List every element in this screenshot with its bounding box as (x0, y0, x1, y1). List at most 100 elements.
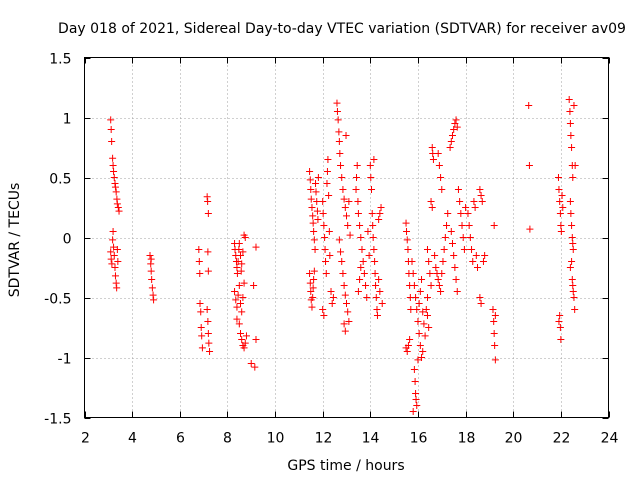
data-point (423, 312, 431, 319)
x-tick-label: 24 (601, 431, 619, 447)
data-point (196, 270, 204, 277)
data-point (343, 300, 350, 307)
data-point (419, 308, 427, 316)
data-point (413, 402, 421, 409)
data-point (425, 258, 433, 265)
data-point (107, 116, 115, 124)
data-point (204, 267, 212, 275)
data-point (426, 270, 434, 277)
data-point (450, 126, 458, 133)
data-point (356, 276, 364, 283)
data-point (109, 228, 117, 235)
data-point (237, 267, 245, 275)
data-point (443, 222, 451, 229)
data-point (234, 291, 242, 299)
data-point (335, 128, 343, 136)
data-point (314, 216, 322, 223)
data-point (447, 138, 455, 145)
data-point (241, 234, 249, 241)
data-point (429, 156, 437, 163)
data-point (306, 279, 314, 287)
data-point (233, 315, 241, 323)
data-point (468, 246, 476, 253)
data-point (570, 294, 578, 301)
data-point (441, 234, 449, 241)
data-point (310, 276, 318, 283)
data-point (407, 306, 415, 313)
points-layer (107, 96, 579, 415)
data-point (428, 204, 436, 211)
x-tick-label: 16 (410, 431, 428, 447)
data-point (403, 348, 411, 355)
y-tick-label: 0 (63, 232, 72, 248)
x-tick-label: 6 (176, 431, 185, 447)
data-point (458, 222, 466, 229)
data-point (198, 332, 206, 340)
data-point (491, 342, 499, 349)
data-point (421, 332, 429, 340)
data-point (336, 150, 344, 157)
data-point (319, 210, 327, 217)
x-tick-label: 10 (267, 431, 285, 447)
data-point (403, 228, 411, 235)
data-point (204, 318, 212, 325)
data-point (341, 291, 349, 299)
x-tick-label: 12 (315, 431, 333, 447)
data-point (416, 342, 424, 349)
data-point (337, 162, 345, 169)
data-point (569, 174, 577, 181)
data-point (435, 282, 443, 289)
data-point (377, 204, 385, 211)
data-point (323, 168, 331, 175)
data-point (109, 162, 117, 169)
data-point (366, 162, 374, 169)
data-point (113, 246, 121, 253)
data-point (113, 284, 121, 292)
data-point (333, 99, 341, 107)
data-point (344, 308, 352, 316)
data-point (447, 228, 455, 235)
data-point (110, 174, 118, 181)
data-point (113, 200, 121, 208)
data-point (556, 312, 564, 319)
data-point (306, 270, 314, 277)
data-point (557, 228, 565, 235)
data-point (566, 108, 574, 115)
data-point (438, 270, 446, 277)
data-point (309, 219, 317, 227)
data-point (238, 308, 246, 316)
data-point (410, 282, 418, 289)
data-point (556, 324, 564, 331)
data-point (341, 204, 349, 211)
data-point (476, 294, 484, 301)
data-point (419, 348, 427, 355)
data-point (233, 270, 241, 277)
data-point (469, 258, 477, 265)
data-point (150, 296, 158, 304)
data-point (313, 198, 321, 205)
data-point (434, 150, 442, 157)
data-point (437, 288, 445, 295)
data-point (321, 234, 329, 241)
data-point (146, 252, 154, 259)
data-point (526, 225, 534, 233)
data-point (453, 123, 461, 131)
data-point (310, 267, 318, 275)
x-tick-label: 8 (223, 431, 232, 447)
data-point (371, 258, 379, 265)
data-point (310, 236, 318, 244)
data-point (371, 270, 379, 277)
data-point (418, 276, 426, 283)
data-point (571, 162, 579, 169)
data-point (327, 288, 335, 295)
data-point (365, 252, 373, 259)
x-tick-label: 2 (81, 431, 90, 447)
grid-layer (84, 57, 609, 418)
data-point (339, 270, 347, 277)
data-point (110, 252, 118, 259)
data-point (569, 246, 577, 253)
data-point (107, 126, 115, 133)
data-point (451, 120, 459, 127)
data-point (196, 300, 204, 307)
